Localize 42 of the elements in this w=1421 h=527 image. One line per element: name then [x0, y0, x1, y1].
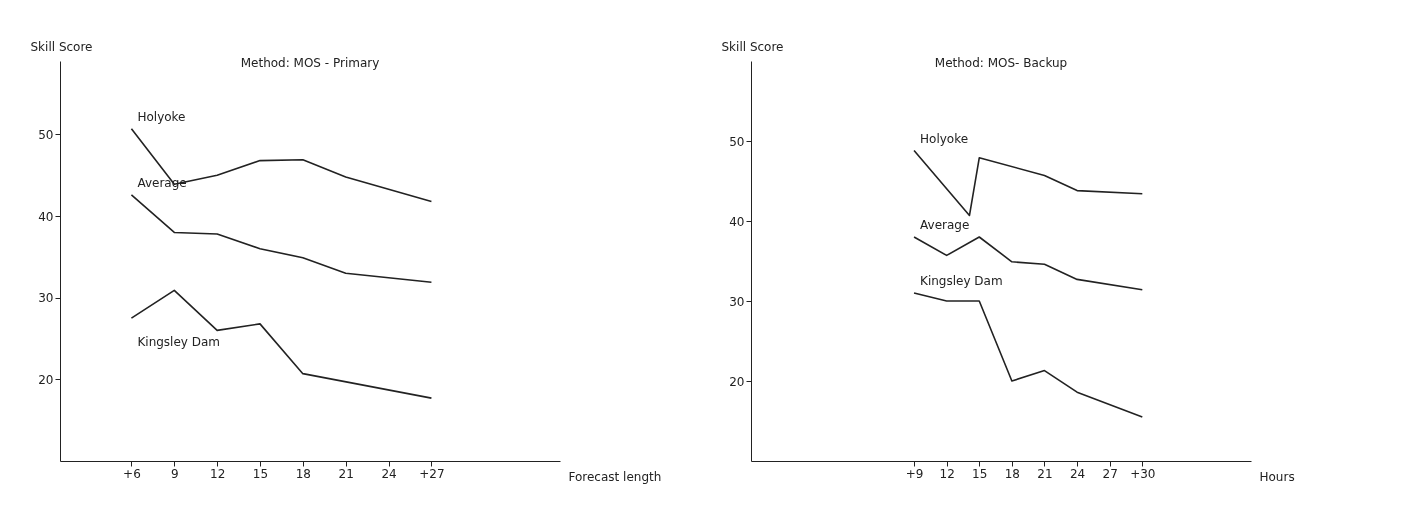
x-tick-label: 24 [381, 466, 397, 481]
series-label: Holyoke [137, 109, 186, 124]
x-tick-label: 21 [1037, 466, 1053, 481]
chart-title: Method: MOS- Backup [934, 56, 1068, 70]
x-tick-label: 15 [972, 466, 988, 481]
y-axis-title: Skill Score [721, 39, 784, 54]
x-tick-label: 12 [210, 466, 226, 481]
series-label: Kingsley Dam [920, 274, 1003, 288]
chart-title: Method: MOS - Primary [240, 56, 380, 70]
x-tick-label: 18 [1004, 466, 1021, 481]
y-tick-label: 40 [38, 209, 54, 224]
y-axis-title: Skill Score [30, 39, 93, 54]
line-series [130, 289, 433, 399]
line-series [913, 149, 1144, 217]
y-tick-label: 20 [38, 372, 54, 387]
x-tick-label: +30 [1130, 466, 1156, 481]
x-tick-label: +27 [419, 466, 445, 481]
y-tick-label: 30 [38, 291, 54, 306]
line-series [913, 292, 1144, 418]
x-tick-label: 18 [295, 466, 311, 481]
series-label: Average [137, 175, 187, 190]
line-series [913, 236, 1144, 291]
line-series [130, 127, 433, 203]
x-tick-label: +6 [123, 466, 141, 481]
y-tick-label: 40 [729, 214, 745, 229]
y-tick-label: 20 [729, 374, 745, 389]
x-tick-label: 24 [1069, 466, 1086, 481]
line-series [130, 194, 433, 284]
series-label: Average [920, 218, 970, 232]
x-tick-label: 12 [939, 466, 955, 481]
x-tick-label: 9 [170, 466, 179, 481]
x-axis-title: Hours [1259, 469, 1295, 484]
x-tick-label: 21 [338, 466, 354, 481]
x-tick-label: +9 [905, 466, 924, 481]
y-tick-label: 50 [38, 127, 54, 142]
y-tick-label: 30 [729, 294, 745, 309]
y-tick-label: 50 [729, 134, 745, 149]
series-label: Kingsley Dam [137, 335, 221, 350]
series-label: Holyoke [920, 131, 969, 146]
x-tick-label: 27 [1102, 466, 1118, 481]
x-axis-title: Forecast length [568, 469, 662, 484]
x-tick-label: 15 [252, 466, 269, 481]
